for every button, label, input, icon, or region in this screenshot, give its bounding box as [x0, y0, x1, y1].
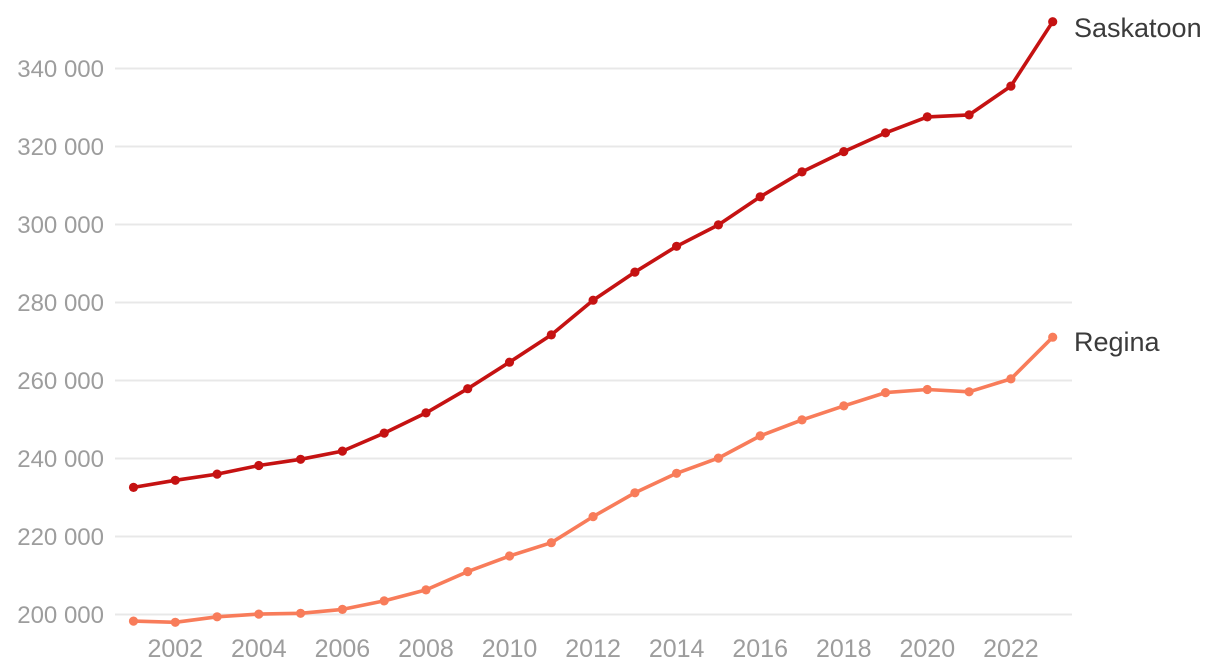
data-point-regina [337, 604, 347, 615]
data-point-regina [755, 431, 765, 441]
data-point-saskatoon [212, 469, 222, 479]
y-tick-label: 320 000 [17, 134, 104, 161]
data-point-regina [1006, 374, 1016, 384]
data-point-saskatoon [630, 267, 640, 277]
x-tick-label: 2002 [147, 635, 203, 663]
data-point-saskatoon [463, 384, 473, 394]
x-tick-label: 2012 [565, 635, 621, 663]
data-point-regina [880, 388, 891, 398]
y-tick-label: 260 000 [17, 368, 104, 395]
data-point-regina [254, 609, 264, 619]
data-point-saskatoon [922, 112, 932, 122]
data-point-regina [588, 511, 598, 522]
data-point-regina [128, 616, 139, 626]
data-point-saskatoon [546, 330, 556, 340]
data-point-saskatoon [379, 428, 389, 438]
data-point-regina [463, 567, 473, 577]
data-point-saskatoon [880, 128, 891, 138]
y-tick-label: 200 000 [17, 602, 104, 629]
data-point-saskatoon [337, 446, 347, 456]
data-point-saskatoon [588, 295, 598, 305]
series-line-saskatoon [131, 19, 1055, 490]
x-tick-label: 2014 [649, 635, 705, 663]
data-point-regina [212, 612, 222, 622]
x-tick-label: 2008 [398, 635, 454, 663]
data-point-regina [296, 608, 306, 618]
data-point-saskatoon [713, 220, 724, 230]
data-point-saskatoon [1048, 17, 1058, 27]
x-tick-label: 2018 [816, 635, 872, 663]
x-tick-label: 2004 [231, 635, 287, 663]
y-tick-label: 300 000 [17, 212, 104, 239]
y-tick-label: 340 000 [17, 56, 104, 83]
y-tick-label: 280 000 [17, 290, 104, 317]
data-point-saskatoon [296, 454, 306, 464]
x-tick-label: 2022 [983, 635, 1039, 663]
data-point-regina [421, 585, 431, 595]
series-label-regina: Regina [1074, 327, 1160, 357]
y-tick-label: 240 000 [17, 446, 104, 473]
x-tick-label: 2020 [900, 635, 956, 663]
data-point-regina [672, 468, 682, 478]
x-tick-label: 2006 [315, 635, 371, 663]
data-point-regina [713, 453, 724, 463]
data-point-regina [630, 488, 640, 498]
data-point-saskatoon [964, 110, 974, 120]
data-point-saskatoon [254, 460, 264, 471]
data-point-saskatoon [504, 357, 515, 367]
y-tick-label: 220 000 [17, 524, 104, 551]
data-point-regina [797, 415, 807, 425]
data-point-regina [170, 617, 180, 627]
data-point-regina [839, 401, 849, 411]
data-point-saskatoon [672, 241, 682, 251]
data-point-saskatoon [128, 482, 139, 492]
data-point-saskatoon [1006, 81, 1016, 91]
data-point-saskatoon [755, 192, 765, 202]
data-point-regina [1048, 332, 1058, 342]
data-point-saskatoon [797, 167, 807, 177]
data-point-regina [964, 387, 974, 397]
data-point-saskatoon [170, 475, 180, 485]
series-label-saskatoon: Saskatoon [1074, 13, 1202, 43]
data-point-saskatoon [839, 147, 849, 157]
data-point-regina [546, 538, 556, 548]
data-point-regina [379, 596, 389, 606]
x-tick-label: 2016 [732, 635, 788, 663]
x-tick-label: 2010 [482, 635, 538, 663]
data-point-regina [922, 384, 932, 395]
data-point-saskatoon [421, 408, 431, 418]
data-point-regina [504, 551, 515, 561]
